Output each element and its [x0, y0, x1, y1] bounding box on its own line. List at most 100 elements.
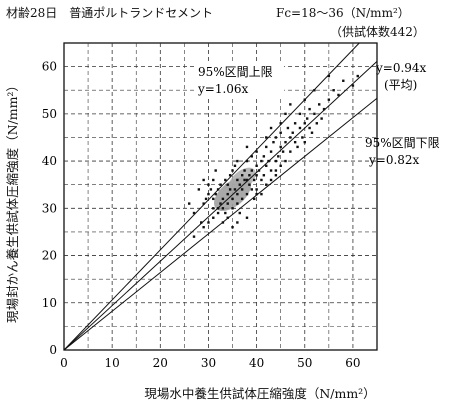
data-point: [214, 169, 217, 172]
data-point: [265, 136, 268, 139]
x-axis-label: 現場水中養生供試体圧縮強度（N/mm²）: [144, 386, 376, 401]
data-point: [192, 235, 196, 238]
data-point: [293, 122, 297, 125]
data-point: [221, 207, 225, 210]
data-point: [291, 131, 294, 134]
data-point: [351, 84, 355, 87]
data-point: [298, 126, 302, 130]
x-tick-label: 0: [60, 356, 68, 370]
data-point: [233, 164, 237, 167]
data-point: [212, 197, 215, 201]
x-tick-label: 40: [249, 356, 264, 370]
data-point: [221, 197, 225, 201]
slope-line: [63, 42, 360, 351]
data-point: [202, 178, 205, 182]
data-point: [231, 197, 234, 201]
data-point: [277, 155, 280, 158]
data-point: [305, 117, 309, 120]
y-tick-label: 30: [42, 201, 57, 215]
data-point: [269, 169, 273, 172]
data-point: [279, 122, 282, 125]
data-point: [279, 131, 282, 134]
data-point: [284, 140, 287, 144]
data-point: [236, 192, 239, 196]
y-tick-label: 40: [42, 154, 57, 168]
data-point: [279, 164, 282, 167]
data-point: [308, 107, 311, 111]
data-point: [231, 226, 234, 229]
data-point: [298, 112, 302, 116]
data-point: [284, 112, 287, 116]
data-point: [315, 122, 319, 125]
data-point: [226, 192, 229, 196]
data-point: [212, 207, 215, 210]
y-tick-label: 50: [42, 107, 57, 121]
data-point: [322, 107, 326, 111]
data-point: [226, 183, 229, 186]
data-point: [260, 159, 263, 163]
data-point: [207, 183, 210, 186]
y-tick-label: 20: [42, 249, 57, 263]
data-point: [240, 197, 244, 201]
data-point: [248, 183, 251, 186]
data-point: [265, 183, 268, 186]
data-point: [233, 188, 237, 191]
data-point: [255, 192, 258, 196]
data-point: [327, 74, 331, 78]
data-point: [226, 202, 229, 205]
data-point: [301, 136, 304, 139]
data-point: [337, 93, 340, 97]
data-point: [265, 145, 268, 149]
data-point: [207, 221, 210, 224]
line-annotation: y=0.82x: [368, 153, 420, 167]
data-point: [293, 140, 297, 144]
data-point: [303, 140, 306, 144]
data-point: [245, 216, 249, 219]
data-point: [204, 197, 208, 201]
data-point: [197, 188, 201, 191]
data-point: [279, 145, 282, 149]
data-point: [214, 192, 217, 196]
y-axis-label: 現場封かん養生供試体圧縮強度（N/mm²）: [5, 79, 20, 323]
data-point: [255, 164, 258, 167]
x-tick-label: 30: [201, 356, 216, 370]
data-point: [236, 178, 239, 182]
data-point: [228, 188, 232, 191]
y-tick-label: 60: [42, 60, 57, 74]
line-annotation: 95%区間上限: [198, 65, 273, 79]
data-point: [250, 169, 253, 172]
data-point: [243, 178, 246, 182]
data-point: [238, 211, 241, 215]
data-point: [262, 155, 266, 158]
data-point: [209, 188, 213, 191]
data-point: [289, 150, 292, 153]
data-point: [245, 192, 249, 196]
data-point: [253, 197, 256, 201]
data-point: [236, 202, 239, 205]
line-annotation: y=0.94x: [375, 61, 427, 75]
data-point: [250, 155, 253, 158]
data-point: [255, 188, 258, 191]
slope-line: [63, 97, 378, 351]
data-point: [236, 221, 239, 224]
data-point: [245, 145, 249, 149]
data-point: [245, 159, 249, 163]
data-point: [269, 178, 273, 182]
x-tick-label: 10: [105, 356, 120, 370]
data-point: [274, 169, 278, 172]
data-point: [281, 150, 285, 153]
line-annotation: (平均): [384, 78, 417, 92]
data-point: [231, 207, 234, 210]
data-point: [310, 131, 314, 134]
data-point: [255, 174, 258, 177]
x-tick-label: 60: [345, 356, 360, 370]
data-point: [320, 117, 323, 120]
annotation-background: [194, 63, 284, 99]
data-point: [318, 103, 321, 106]
chart-title: 材齢28日 普通ポルトランドセメント: [6, 6, 214, 20]
data-point: [265, 164, 268, 167]
x-tick-label: 50: [297, 356, 312, 370]
data-point: [240, 188, 244, 191]
data-point: [313, 112, 316, 116]
